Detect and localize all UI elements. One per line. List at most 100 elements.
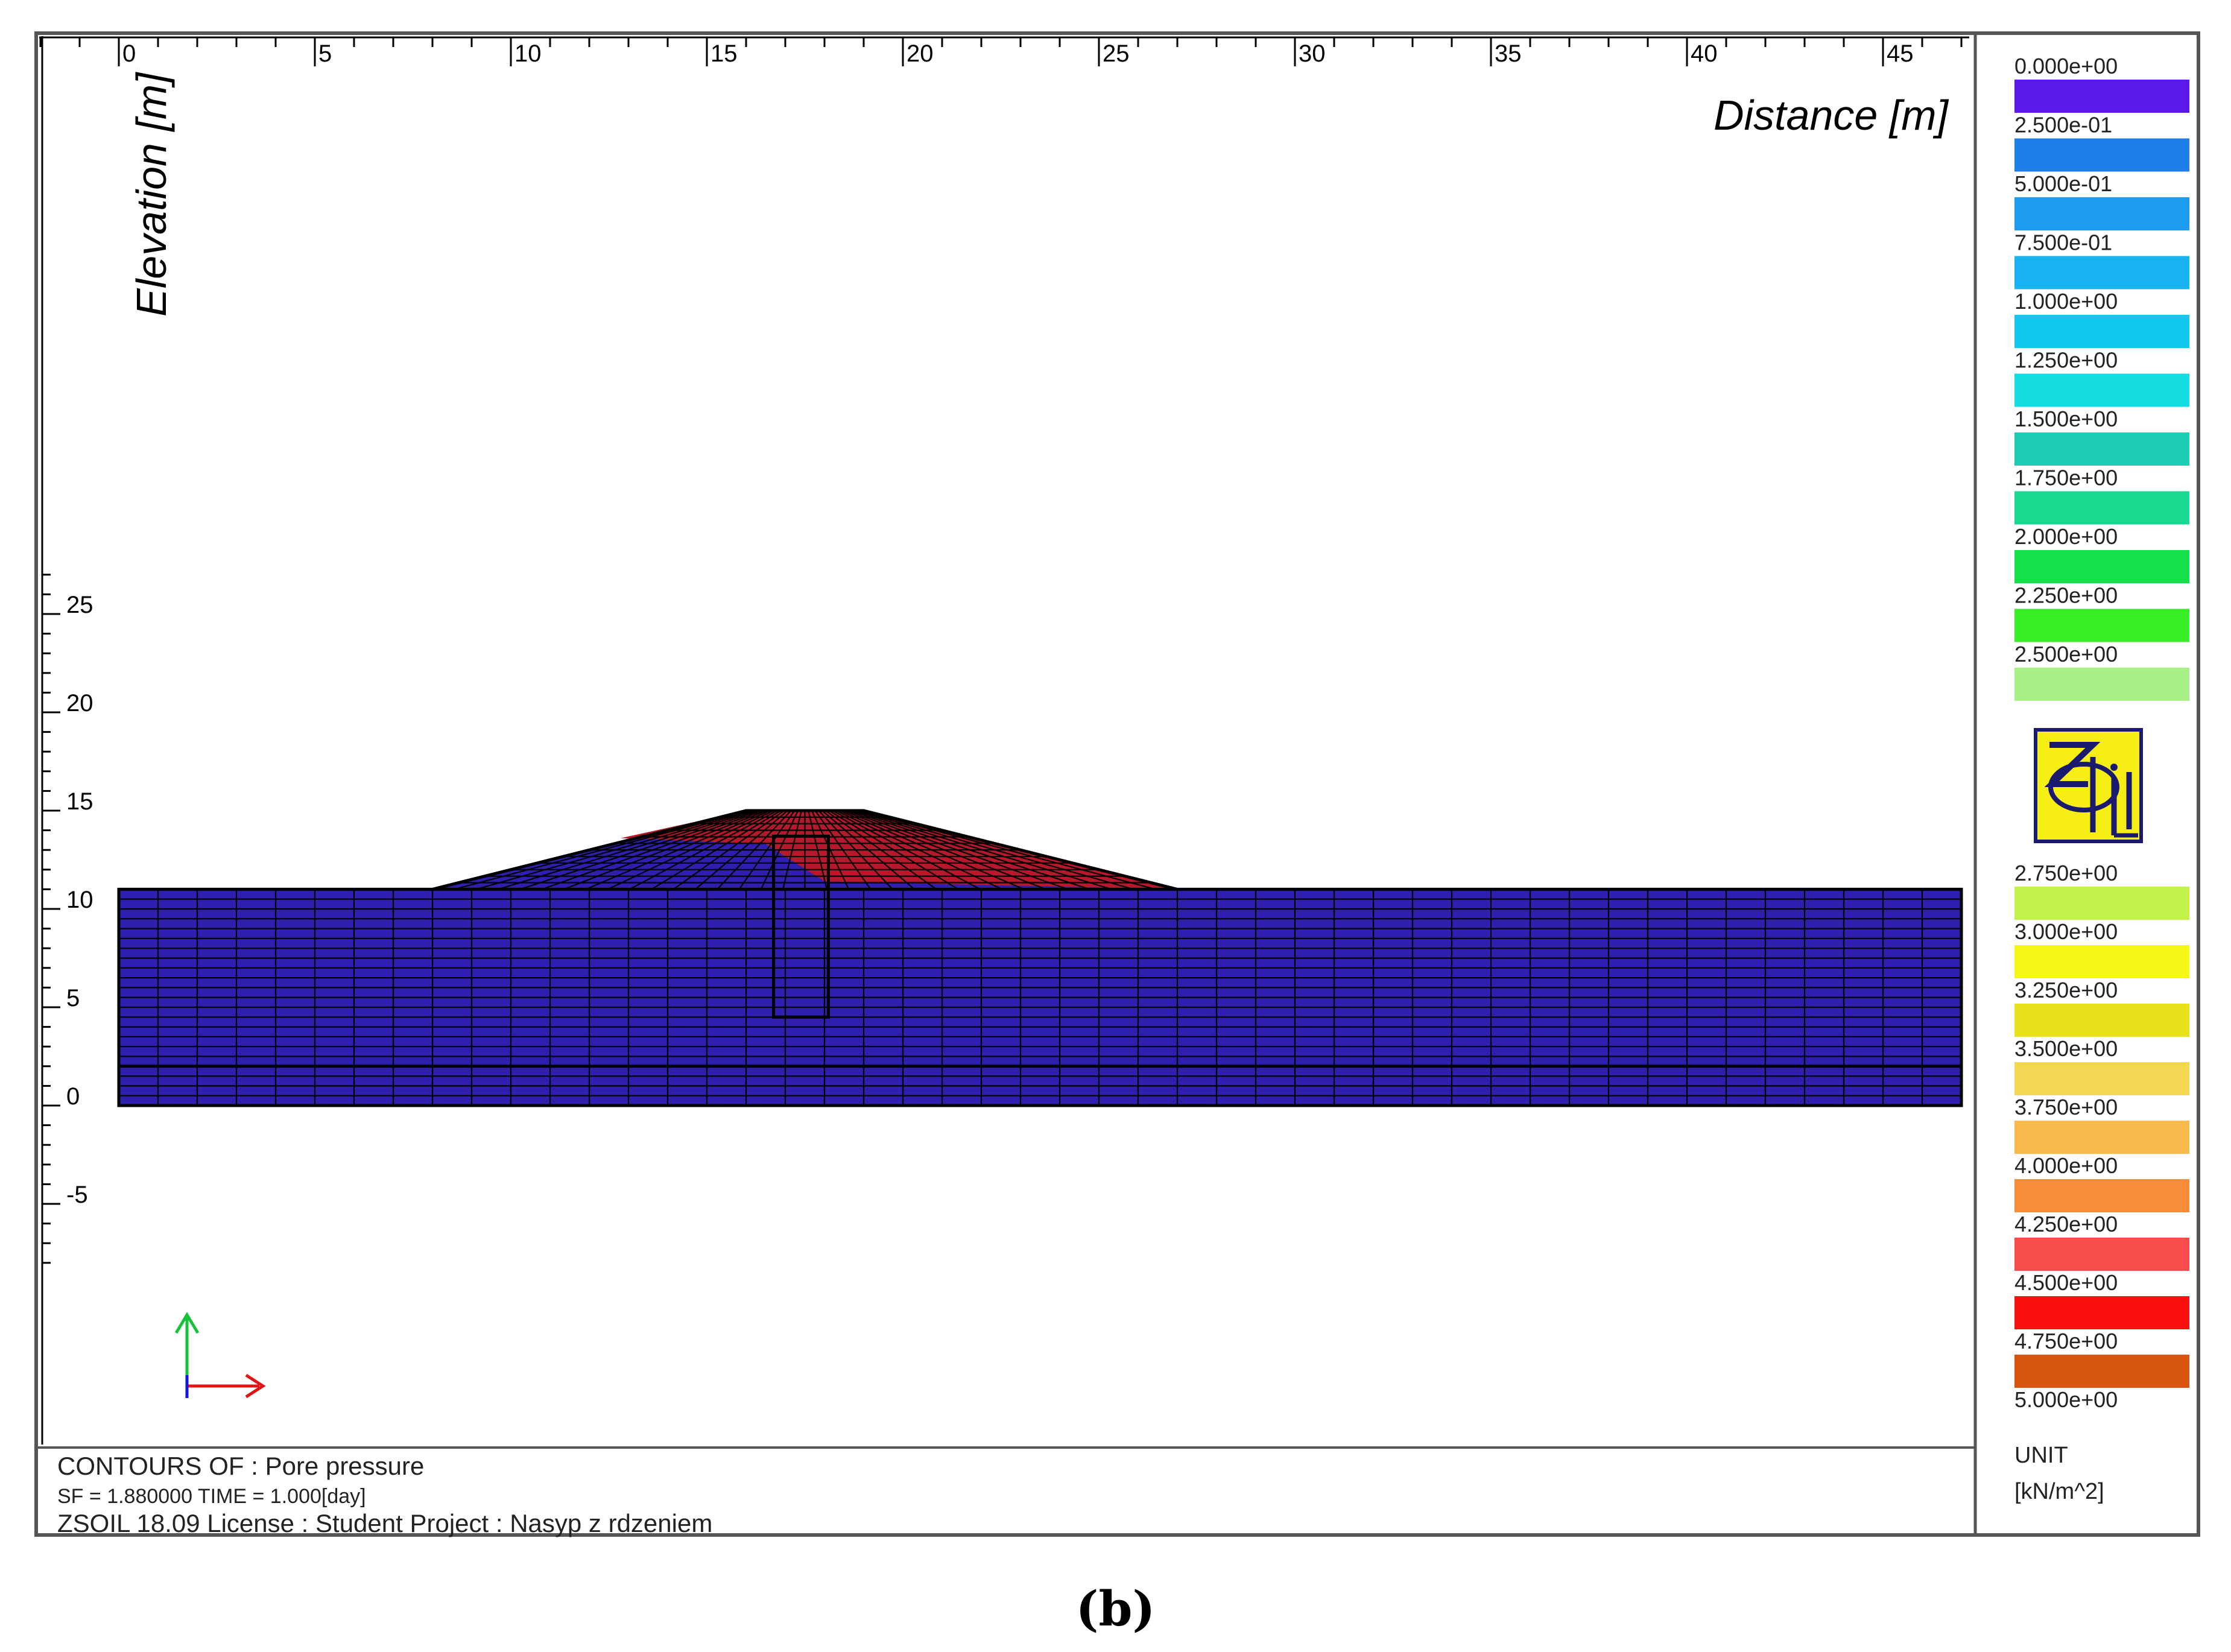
legend-swatch: [2014, 945, 2189, 978]
legend-label: 4.250e+00: [2014, 1212, 2118, 1236]
legend-swatch: [2014, 1062, 2189, 1095]
x-tick-label: 15: [710, 40, 738, 67]
legend-unit-value: [kN/m^2]: [2014, 1479, 2104, 1504]
mesh-line: [695, 810, 788, 890]
axes: 25 20 15 10 5 0 -5 0 5 10 15 20 25 30 35 40 45: [39, 36, 1969, 1445]
x-tick-label: 40: [1691, 40, 1718, 67]
mesh-line: [814, 810, 872, 890]
legend-swatch: [2014, 887, 2189, 920]
mesh-line: [859, 809, 1156, 890]
mesh-line: [454, 809, 750, 890]
legend-swatch: [2014, 1296, 2189, 1329]
y-tick-label: 15: [66, 788, 93, 815]
mesh-line: [808, 810, 828, 890]
mesh-line: [846, 809, 1068, 890]
mesh-line: [519, 809, 761, 890]
legend-label: 5.000e-01: [2014, 171, 2112, 196]
mesh-line: [542, 809, 764, 890]
mesh-line: [843, 809, 1046, 890]
mesh-line: [856, 809, 1134, 890]
legend-swatch: [2014, 491, 2189, 525]
x-tick-label: 0: [122, 40, 136, 67]
mesh-line: [476, 809, 753, 890]
x-tick-label: 20: [907, 40, 934, 67]
y-tick-label: 10: [66, 887, 93, 913]
legend-swatch: [2014, 197, 2189, 230]
mesh-line: [672, 810, 785, 890]
y-tick-label: 25: [66, 592, 93, 618]
foundation-outline: [117, 887, 1963, 1107]
window-border: [34, 31, 2200, 1537]
x-tick-label: 45: [1887, 40, 1914, 67]
legend-swatch: [2014, 80, 2189, 113]
mesh-line: [629, 810, 778, 890]
mesh-line: [738, 810, 796, 890]
legend-label: 1.500e+00: [2014, 407, 2118, 431]
legend-label: 3.750e+00: [2014, 1095, 2118, 1119]
mesh-line: [651, 810, 781, 890]
mesh-line: [825, 810, 937, 890]
legend-label: 2.500e-01: [2014, 113, 2112, 138]
x-tick-label: 5: [318, 40, 332, 67]
legend-label: 2.750e+00: [2014, 861, 2118, 885]
mesh-line: [849, 809, 1090, 890]
legend-swatch: [2014, 1355, 2189, 1388]
mesh-line: [818, 810, 893, 890]
legend-label: 7.500e-01: [2014, 230, 2112, 255]
mesh-line: [607, 810, 774, 890]
legend-label: 0.000e+00: [2014, 54, 2118, 78]
mesh-line: [835, 810, 1002, 890]
mesh-line: [853, 809, 1112, 890]
legend-swatch: [2014, 1179, 2189, 1212]
legend-label: 4.500e+00: [2014, 1270, 2118, 1295]
mesh-line: [498, 809, 757, 890]
x-tick-label: 25: [1103, 40, 1130, 67]
color-legend: 0.000e+00 2.500e-01 5.000e-01 7.500e-01 1.00…: [2014, 54, 2189, 1412]
legend-swatch: [2014, 432, 2189, 466]
legend-label: 2.000e+00: [2014, 524, 2118, 549]
mesh-grid: [118, 809, 1963, 1107]
y-tick-label: 0: [66, 1083, 80, 1110]
mesh-line: [839, 809, 1025, 890]
legend-label: 3.250e+00: [2014, 978, 2118, 1002]
legend-swatch: [2014, 668, 2189, 701]
legend-unit-label: UNIT: [2014, 1443, 2068, 1468]
mesh-line: [760, 810, 799, 890]
mesh-line: [811, 810, 850, 890]
x-tick-label: 30: [1299, 40, 1326, 67]
legend-swatch: [2014, 373, 2189, 407]
legend-label: 1.000e+00: [2014, 289, 2118, 314]
legend-swatch: [2014, 609, 2189, 642]
legend-label: 2.250e+00: [2014, 583, 2118, 608]
sf-time-line: SF = 1.880000 TIME = 1.000[day]: [57, 1485, 366, 1508]
legend-label: 4.000e+00: [2014, 1153, 2118, 1178]
y-axis-label: Elevation [m]: [128, 72, 175, 317]
legend-label: 5.000e+00: [2014, 1387, 2118, 1412]
legend-swatch: [2014, 138, 2189, 172]
contours-line: CONTOURS OF : Pore pressure: [57, 1452, 424, 1480]
coordinate-triad-icon: [174, 1312, 266, 1399]
x-tick-label: 10: [514, 40, 542, 67]
mesh-line: [782, 810, 802, 890]
mesh-line: [585, 809, 771, 890]
mesh-line: [829, 810, 959, 890]
embankment-outline: [432, 809, 1178, 891]
legend-label: 2.500e+00: [2014, 642, 2118, 666]
mesh-line: [563, 809, 767, 890]
legend-swatch: [2014, 256, 2189, 290]
license-line: ZSOIL 18.09 License : Student Project : …: [57, 1509, 712, 1537]
x-axis-label: Distance [m]: [1714, 92, 1949, 139]
x-tick-label: 35: [1495, 40, 1522, 67]
y-tick-label: -5: [66, 1182, 88, 1208]
mesh-line: [717, 810, 792, 890]
core-outline: [772, 834, 830, 1019]
legend-label: 1.250e+00: [2014, 348, 2118, 373]
zsoil-logo-icon: [2034, 728, 2143, 843]
legend-swatch: [2014, 315, 2189, 348]
y-tick-label: 5: [66, 985, 80, 1011]
mesh-line: [832, 810, 981, 890]
legend-swatch: [2014, 1121, 2189, 1154]
mesh-line: [821, 810, 915, 890]
legend-label: 1.750e+00: [2014, 466, 2118, 490]
